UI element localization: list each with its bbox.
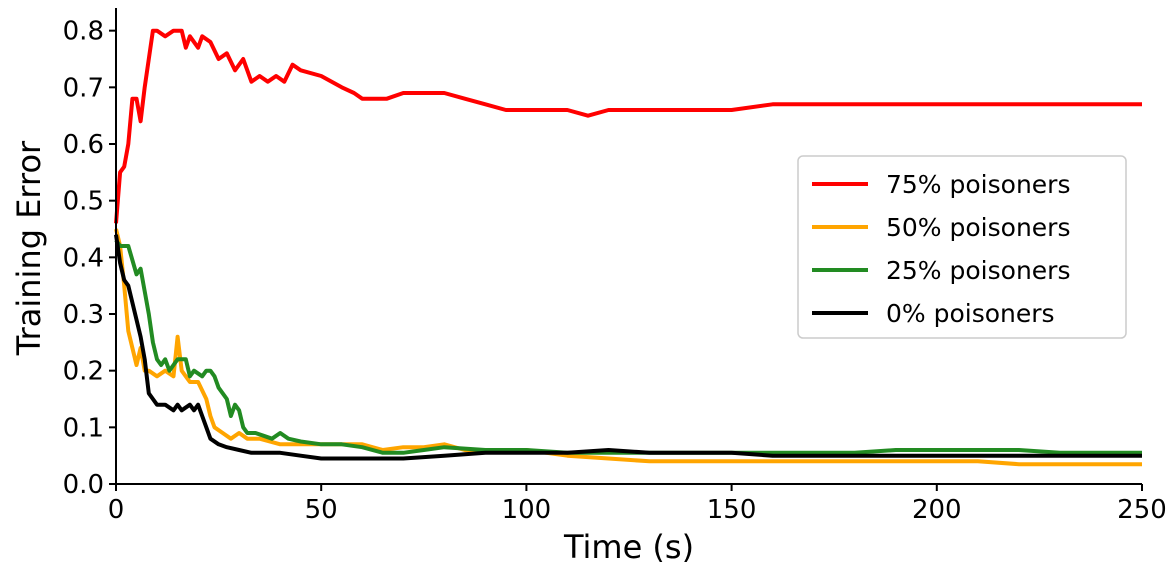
y-tick-label: 0.5 — [63, 187, 104, 217]
x-tick-label: 0 — [108, 495, 125, 525]
x-tick-label: 150 — [707, 495, 757, 525]
y-tick-label: 0.2 — [63, 357, 104, 387]
y-tick-label: 0.8 — [63, 17, 104, 47]
y-tick-label: 0.7 — [63, 73, 104, 103]
x-tick-label: 200 — [912, 495, 962, 525]
legend-label: 0% poisoners — [886, 299, 1055, 328]
series-line-50-poisoners — [114, 228, 1142, 467]
series-line-75-poisoners — [114, 28, 1142, 224]
x-tick-label: 50 — [305, 495, 338, 525]
legend-frame — [797, 155, 1127, 339]
y-tick-label: 0.3 — [63, 300, 104, 330]
y-tick-label: 0.6 — [63, 130, 104, 160]
series-line-0-poisoners — [114, 234, 1142, 461]
legend: 75% poisoners 50% poisoners 25% poisoners 0… — [797, 155, 1127, 339]
y-tick-label: 0.4 — [63, 243, 104, 273]
x-ticks: 0 50 100 150 200 250 — [108, 484, 1167, 525]
legend-label: 75% poisoners — [886, 170, 1070, 199]
y-tick-label: 0.0 — [63, 470, 104, 500]
legend-label: 25% poisoners — [886, 256, 1070, 285]
y-ticks: 0.0 0.1 0.2 0.3 0.4 0.5 0.6 0.7 0.8 — [63, 17, 116, 500]
plot-area — [114, 28, 1142, 467]
legend-label: 50% poisoners — [886, 213, 1070, 242]
x-axis-title: Time (s) — [563, 528, 694, 566]
x-tick-label: 250 — [1117, 495, 1167, 525]
x-tick-label: 100 — [502, 495, 552, 525]
y-tick-label: 0.1 — [63, 413, 104, 443]
y-axis-title: Training Error — [10, 140, 48, 356]
